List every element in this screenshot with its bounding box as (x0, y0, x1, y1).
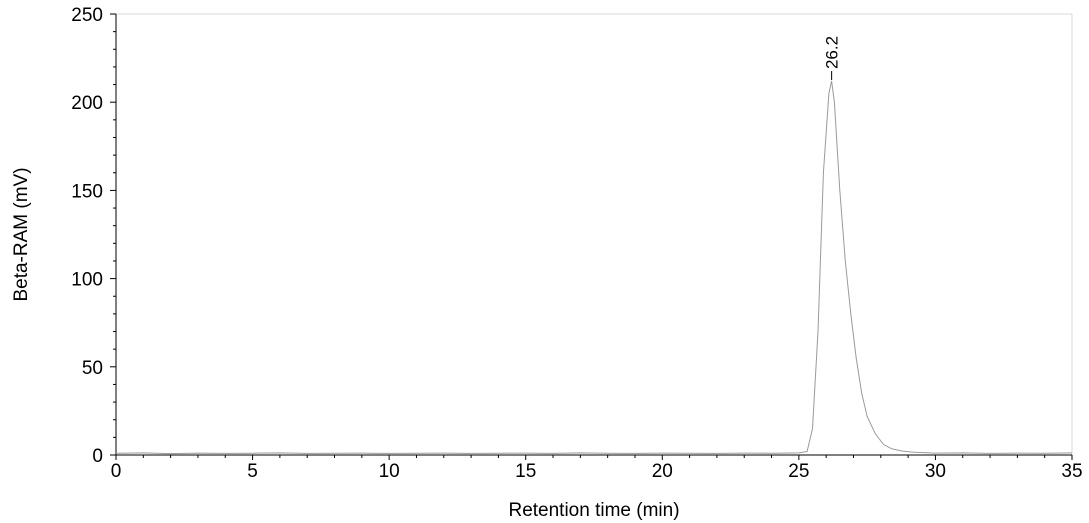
x-tick-label: 30 (925, 461, 946, 482)
y-tick-label: 250 (71, 5, 103, 26)
peak-label: 26.2 (823, 36, 842, 69)
axes: 0 5 10 15 20 25 30 35 0 50 100 150 200 250 (71, 5, 1082, 482)
y-tick-label: 0 (92, 446, 103, 467)
series-layer (115, 80, 1073, 455)
series-line (115, 80, 1073, 455)
annotation-layer: 26.2 (823, 36, 842, 81)
plot-frame (116, 13, 1073, 455)
y-tick-label: 100 (71, 270, 103, 291)
x-tick-label: 0 (111, 461, 122, 482)
y-tick-label: 200 (71, 93, 103, 114)
x-tick-label: 20 (652, 461, 673, 482)
x-tick-label: 15 (515, 461, 536, 482)
y-axis-title: Beta-RAM (mV) (11, 167, 32, 301)
x-tick-label: 25 (788, 461, 809, 482)
x-tick-label: 10 (379, 461, 400, 482)
y-tick-label: 150 (71, 181, 103, 202)
x-axis-title: Retention time (min) (508, 500, 679, 521)
y-tick-label: 50 (82, 358, 103, 379)
x-tick-label: 5 (247, 461, 258, 482)
x-tick-label: 35 (1061, 461, 1082, 482)
